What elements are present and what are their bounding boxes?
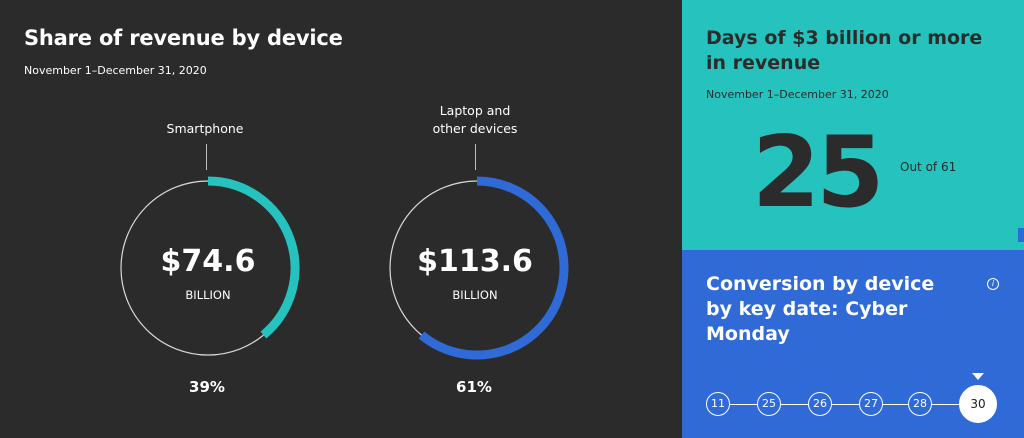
- smartphone-donut-arc: [207, 176, 300, 339]
- days-count: 25: [752, 116, 884, 230]
- revenue-share-panel: Share of revenue by device November 1–De…: [24, 26, 569, 396]
- scroll-tab[interactable]: [1018, 228, 1024, 242]
- date-node-11[interactable]: 11: [706, 392, 730, 416]
- laptop-label-line1: Laptop and: [439, 103, 511, 118]
- laptop-unit: BILLION: [452, 288, 498, 302]
- smartphone-value: $74.6: [160, 244, 256, 279]
- panel-date: November 1–December 31, 2020: [24, 64, 207, 77]
- timeline-line: [718, 404, 978, 405]
- laptop-label: Laptop and other devices: [415, 102, 535, 138]
- date-node-30-active[interactable]: 30: [959, 385, 997, 423]
- conversion-title: Conversion by device by key date: Cyber …: [706, 272, 996, 347]
- laptop-donut-arc: [418, 176, 569, 360]
- date-node-28[interactable]: 28: [908, 392, 932, 416]
- date-node-27[interactable]: 27: [859, 392, 883, 416]
- days-revenue-panel: Days of $3 billion or more in revenue No…: [682, 0, 1024, 250]
- smartphone-label: Smartphone: [166, 121, 244, 136]
- days-out-of: Out of 61: [900, 160, 957, 174]
- smartphone-donut: [120, 176, 300, 356]
- laptop-value: $113.6: [417, 244, 533, 279]
- date-node-26[interactable]: 26: [808, 392, 832, 416]
- smartphone-leader-line: [206, 144, 207, 170]
- days-revenue-title: Days of $3 billion or more in revenue: [706, 27, 983, 74]
- panel-title: Share of revenue by device: [24, 26, 343, 50]
- laptop-percent: 61%: [456, 378, 492, 396]
- laptop-donut: [389, 176, 569, 360]
- laptop-label-line2: other devices: [432, 121, 518, 136]
- active-date-pointer-icon: [972, 373, 984, 380]
- laptop-leader-line: [475, 144, 476, 170]
- days-revenue-date: November 1–December 31, 2020: [706, 88, 889, 101]
- smartphone-unit: BILLION: [185, 288, 231, 302]
- conversion-panel: Conversion by device by key date: Cyber …: [682, 250, 1024, 438]
- date-node-25[interactable]: 25: [757, 392, 781, 416]
- conversion-title-line2: by key date: Cyber Monday: [706, 298, 908, 345]
- info-icon[interactable]: i: [987, 278, 999, 290]
- conversion-title-line1: Conversion by device: [706, 273, 935, 295]
- smartphone-percent: 39%: [189, 378, 225, 396]
